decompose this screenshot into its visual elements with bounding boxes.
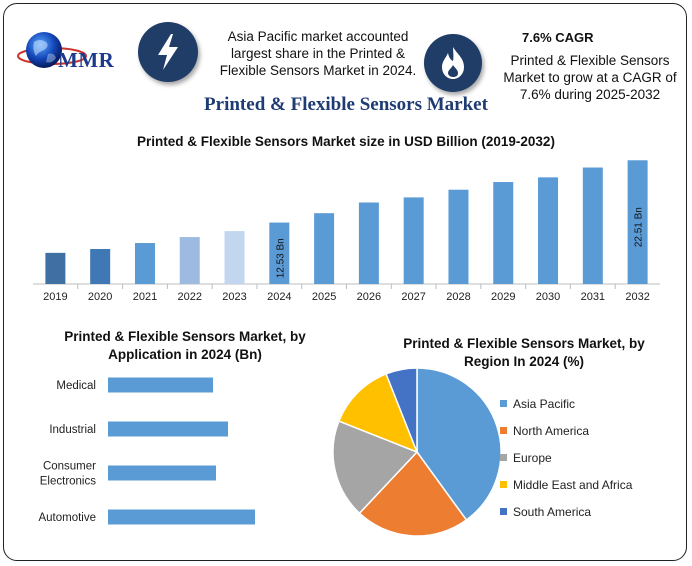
x-tick-label: 2025: [312, 291, 336, 303]
note-cagr: Printed & Flexible Sensors Market to gro…: [503, 53, 677, 102]
app-category-label: Medical: [56, 380, 96, 392]
legend-item: Asia Pacific: [500, 390, 632, 417]
bar-2021: [134, 243, 155, 284]
legend-item: North America: [500, 417, 632, 444]
app-category-label: Automotive: [38, 512, 96, 524]
pie-slice-asia-pacific: [416, 367, 502, 522]
bar-2023: [224, 231, 245, 284]
page-title: Printed & Flexible Sensors Market: [204, 94, 488, 115]
legend-item: Middle East and Africa: [500, 471, 632, 498]
legend-swatch: [500, 508, 507, 515]
app-bar-industrial: [108, 421, 228, 437]
bar-2031: [582, 167, 603, 284]
app-category-label: Industrial: [49, 424, 96, 436]
bar-2020: [90, 249, 111, 284]
x-tick-label: 2019: [43, 291, 67, 303]
x-tick-label: 2027: [401, 291, 425, 303]
bar-2030: [538, 177, 559, 284]
region-chart-title: Printed & Flexible Sensors Market, by Re…: [403, 336, 645, 369]
bar-2026: [358, 202, 379, 284]
x-tick-label: 2030: [536, 291, 560, 303]
x-tick-label: 2026: [357, 291, 381, 303]
app-category-label: Electronics: [40, 476, 96, 488]
legend-swatch: [500, 454, 507, 461]
lightning-icon: [138, 22, 198, 82]
flame-icon: [424, 34, 482, 92]
bar-2029: [493, 182, 514, 284]
logo-text: MMR: [58, 48, 115, 72]
legend-item: Europe: [500, 444, 632, 471]
x-tick-label: 2031: [581, 291, 605, 303]
x-tick-label: 2029: [491, 291, 515, 303]
note-asia-pacific: Asia Pacific market accounted largest sh…: [219, 29, 417, 78]
pie-slice-middle-east-and-africa: [337, 372, 419, 454]
legend-swatch: [500, 481, 507, 488]
bar-2022: [179, 237, 200, 284]
x-tick-label: 2032: [625, 291, 649, 303]
bar-2025: [314, 213, 335, 284]
legend-swatch: [500, 427, 507, 434]
legend-label: South America: [513, 504, 592, 519]
app-bar-automotive: [108, 509, 255, 525]
cagr-label: 7.6% CAGR: [522, 30, 594, 45]
legend-label: Europe: [513, 450, 552, 465]
legend-swatch: [500, 400, 507, 407]
legend-item: South America: [500, 498, 632, 525]
region-pie-chart: [332, 367, 502, 537]
bar-2024: [269, 222, 290, 284]
app-bar-consumer-electronics: [108, 465, 216, 481]
x-tick-label: 2020: [88, 291, 112, 303]
x-tick-label: 2028: [446, 291, 470, 303]
bar-2019: [45, 252, 66, 284]
app-category-label: Consumer: [43, 461, 96, 473]
bar-chart: 2019 2020 2021 2022 2023 2024 12.53 Bn 2025 2026…: [33, 160, 660, 303]
app-bar-medical: [108, 377, 213, 393]
bar-2027: [403, 197, 424, 284]
mmr-logo-globe-icon: [17, 32, 87, 68]
legend-label: Asia Pacific: [513, 396, 576, 411]
bar-chart-title: Printed & Flexible Sensors Market size i…: [137, 134, 555, 149]
application-chart-title: Printed & Flexible Sensors Market, by Ap…: [64, 329, 306, 362]
legend-label: Middle East and Africa: [513, 477, 633, 492]
application-bar-chart: Medical Industrial Consumer Electronics Auto…: [38, 377, 255, 525]
pie-slice-south-america: [385, 367, 418, 453]
bar-2032: [627, 160, 648, 284]
region-legend: Asia Pacific North America Europe Middle Ea…: [500, 390, 632, 525]
x-tick-label: 2023: [222, 291, 246, 303]
data-label-2032: 22.51 Bn: [634, 207, 645, 247]
bar-2028: [448, 189, 469, 284]
legend-label: North America: [513, 423, 590, 438]
x-tick-label: 2022: [178, 291, 202, 303]
x-tick-label: 2024: [267, 291, 291, 303]
x-tick-label: 2021: [133, 291, 157, 303]
data-label-2024: 12.53 Bn: [275, 238, 286, 278]
pie-slice-north-america: [358, 450, 468, 537]
